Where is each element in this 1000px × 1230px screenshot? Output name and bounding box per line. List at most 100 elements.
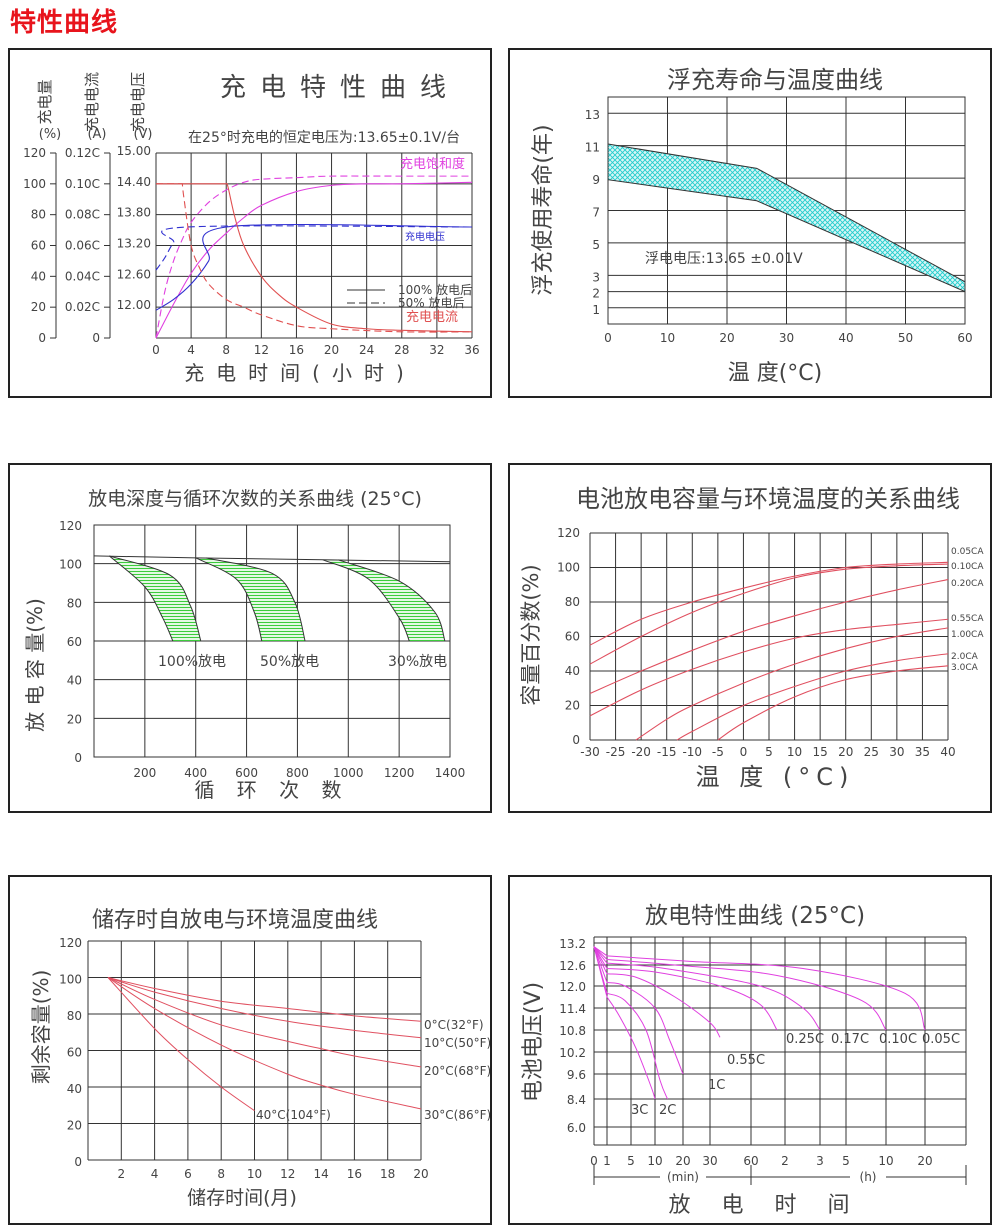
cycle-life-chart: 放电深度与循环次数的关系曲线 (25°C) 200 400 600 800 1000 120… [8,463,492,813]
series-line [593,946,926,1031]
svg-text:20: 20 [917,1154,932,1168]
svg-text:0: 0 [590,1154,598,1168]
svg-text:0.12C: 0.12C [65,146,100,160]
series-label: 0.10C [879,1032,917,1047]
svg-text:充电电流: 充电电流 [406,309,458,325]
series-label: 40°C(104°F) [256,1108,331,1122]
x-axis-label: 储存时间(月) [187,1187,297,1209]
svg-text:8: 8 [222,343,230,357]
series-line [676,653,949,741]
series-line [107,977,422,1039]
svg-text:20: 20 [67,712,82,726]
svg-text:60: 60 [565,630,580,644]
x-axis-label: 充电时间(小时) [184,361,416,385]
svg-text:60: 60 [67,1046,82,1060]
temperature-capacity-chart: 电池放电容量与环境温度的关系曲线 -30 -25 -20 -15 -10 -5 0 5 10 15 2… [508,463,992,813]
svg-text:7: 7 [592,206,600,220]
svg-text:80: 80 [565,595,580,609]
axis-label: 充电量 [36,79,54,124]
svg-text:浮电电压:13.65 ±0.01V: 浮电电压:13.65 ±0.01V [645,251,803,267]
svg-text:20: 20 [565,699,580,713]
svg-text:35: 35 [915,745,930,759]
svg-text:0.04C: 0.04C [65,269,100,283]
axis-label: 浮充使用寿命(年) [531,124,556,295]
cycle-band [195,557,306,641]
chart-title: 充电特性曲线 [220,73,460,103]
svg-text:0.02C: 0.02C [65,300,100,314]
svg-text:12.00: 12.00 [117,298,151,312]
svg-text:13: 13 [585,108,600,122]
band-label: 30%放电 [388,654,447,670]
discharge-characteristic-chart: 放电特性曲线 (25°C) 0 1 5 10 20 30 60 2 3 5 10 20 13.2 12.6 1… [508,875,992,1225]
series-label: 0.20CA [951,579,984,589]
svg-text:5: 5 [842,1154,850,1168]
svg-text:14.40: 14.40 [117,175,151,189]
svg-text:11: 11 [585,141,600,155]
svg-text:10: 10 [247,1167,262,1181]
svg-text:16: 16 [347,1167,362,1181]
svg-text:80: 80 [31,208,46,222]
svg-text:40: 40 [838,331,853,345]
svg-text:60: 60 [743,1154,758,1168]
series-label: 10°C(50°F) [424,1036,490,1050]
axis-unit: (%) [39,127,62,142]
chart-title: 储存时自放电与环境温度曲线 [92,908,378,933]
svg-text:80: 80 [67,1009,82,1023]
svg-text:60: 60 [67,635,82,649]
x-axis-label: 温 度 (°C) [696,763,855,791]
series-line [107,977,422,1068]
svg-text:12.6: 12.6 [559,959,586,973]
svg-text:13.80: 13.80 [117,206,151,220]
svg-text:100: 100 [557,561,580,575]
svg-text:600: 600 [235,766,258,780]
svg-text:0: 0 [604,331,612,345]
axis-label: 充电电流 [83,72,101,132]
svg-text:100% 放电后: 100% 放电后 [398,282,472,297]
svg-text:-15: -15 [657,745,677,759]
series-label: 0.55C [727,1053,765,1068]
series-line [593,946,887,1031]
svg-text:16: 16 [289,343,304,357]
svg-text:13.2: 13.2 [559,937,586,951]
svg-text:充电饱和度: 充电饱和度 [400,156,465,172]
svg-text:10: 10 [878,1154,893,1168]
svg-text:1000: 1000 [333,766,364,780]
svg-text:10.8: 10.8 [559,1024,586,1038]
series-label: 30°C(86°F) [424,1108,490,1122]
charge-characteristic-chart: 充电特性曲线 在25°时充电的恒定电压为:13.65±0.1V/台 充电量 (%) 充电… [8,48,492,398]
svg-text:10: 10 [660,331,675,345]
svg-text:1400: 1400 [435,766,466,780]
svg-text:200: 200 [133,766,156,780]
series-line [589,563,949,665]
series-line [589,618,949,717]
svg-text:18: 18 [380,1167,395,1181]
svg-text:13.20: 13.20 [117,237,151,251]
svg-text:100: 100 [59,558,82,572]
svg-text:0.08C: 0.08C [65,208,100,222]
svg-text:12: 12 [254,343,269,357]
series-line [635,627,949,741]
svg-text:4: 4 [151,1167,159,1181]
band-label: 50%放电 [260,654,319,670]
series-label: 0°C(32°F) [424,1018,484,1032]
svg-text:30: 30 [702,1154,717,1168]
series-label: 20°C(68°F) [424,1064,490,1078]
series-label: 1C [708,1078,725,1093]
svg-text:6.0: 6.0 [567,1121,586,1135]
series-label: 0.10CA [951,562,984,572]
svg-text:8: 8 [217,1167,225,1181]
svg-text:40: 40 [940,745,955,759]
series-label: 0.05CA [951,547,984,557]
svg-text:25: 25 [864,745,879,759]
svg-text:50: 50 [898,331,913,345]
svg-text:10.2: 10.2 [559,1046,586,1060]
svg-text:3: 3 [816,1154,824,1168]
band-label: 100%放电 [158,654,226,670]
svg-text:20: 20 [675,1154,690,1168]
svg-text:5: 5 [627,1154,635,1168]
series-line [589,561,949,646]
series-line [107,977,422,1110]
svg-text:120: 120 [59,519,82,533]
svg-text:1: 1 [603,1154,611,1168]
svg-text:3: 3 [592,270,600,284]
